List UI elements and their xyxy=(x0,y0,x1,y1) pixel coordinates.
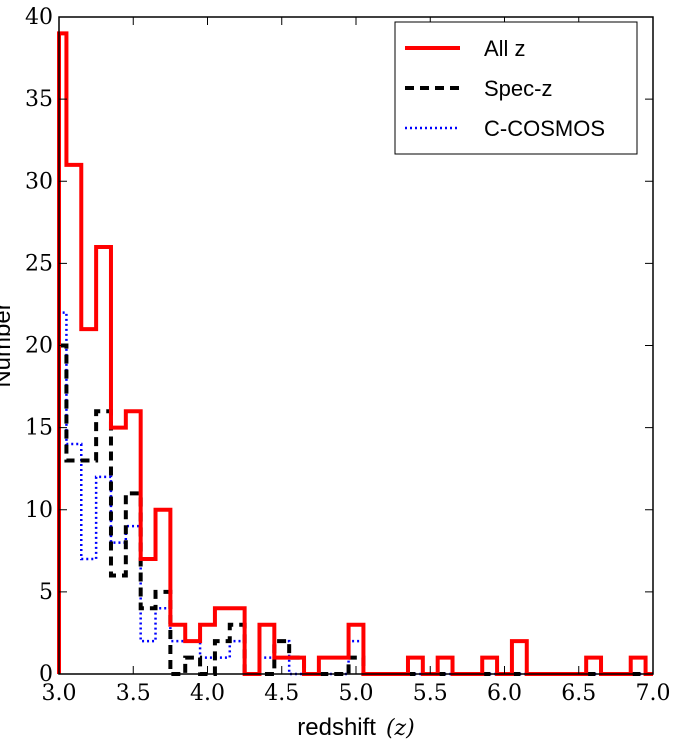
x-tick-label: 7.0 xyxy=(636,681,671,706)
y-tick-label: 5 xyxy=(39,580,53,605)
x-tick-label: 5.0 xyxy=(339,681,374,706)
legend: All z Spec-z C-COSMOS xyxy=(394,21,638,155)
x-tick-label: 4.5 xyxy=(264,681,299,706)
x-ticks: 3.0 3.5 4.0 4.5 5.0 5.5 6.0 6.5 7.0 xyxy=(42,17,671,706)
y-tick-label: 15 xyxy=(25,416,53,441)
y-tick-label: 0 xyxy=(39,662,53,687)
y-tick-label: 10 xyxy=(25,498,53,523)
y-tick-label: 35 xyxy=(25,87,53,112)
x-tick-label: 3.0 xyxy=(42,681,77,706)
x-tick-label: 6.5 xyxy=(561,681,596,706)
y-tick-label: 20 xyxy=(25,334,53,359)
x-axis-label-text: redshift xyxy=(297,714,376,741)
legend-label: All z xyxy=(484,36,526,61)
x-tick-label: 4.0 xyxy=(190,681,225,706)
series-line-c-cosmos xyxy=(57,311,653,676)
legend-label: Spec-z xyxy=(484,76,552,101)
y-tick-label: 40 xyxy=(25,5,53,30)
y-axis-label: Number xyxy=(0,302,16,387)
legend-items: All z Spec-z C-COSMOS xyxy=(405,36,605,141)
y-tick-label: 30 xyxy=(25,169,53,194)
x-tick-label: 5.5 xyxy=(413,681,448,706)
x-axis-label: redshift (z) xyxy=(297,714,414,741)
y-tick-label: 25 xyxy=(25,251,53,276)
x-tick-label: 3.5 xyxy=(116,681,151,706)
y-ticks: 0 5 10 15 20 25 30 35 40 xyxy=(25,5,653,687)
x-axis-label-var: (z) xyxy=(386,716,415,741)
legend-label: C-COSMOS xyxy=(484,116,605,141)
x-tick-label: 6.0 xyxy=(487,681,522,706)
